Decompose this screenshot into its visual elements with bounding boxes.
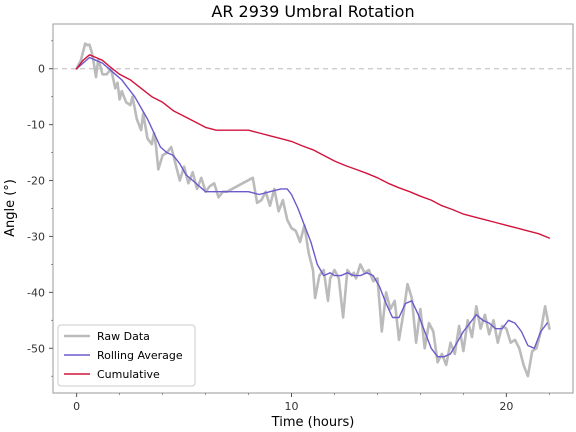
y-axis-label: Angle (°) — [3, 179, 18, 237]
legend: Raw Data Rolling Average Cumulative — [57, 324, 196, 387]
y-axis: 0 -10 -20 -30 -40 -50 — [27, 40, 53, 377]
x-tick-label: 20 — [499, 400, 513, 413]
legend-box — [57, 324, 196, 387]
legend-label-rolling-average: Rolling Average — [97, 349, 183, 362]
x-tick-label: 0 — [73, 400, 80, 413]
y-tick-label: -10 — [27, 119, 45, 132]
x-tick-label: 10 — [285, 400, 299, 413]
y-tick-label: 0 — [38, 63, 45, 76]
x-axis-label: Time (hours) — [271, 415, 355, 430]
series-line-cumulative — [75, 54, 551, 239]
series-line-raw-data — [75, 42, 551, 378]
legend-label-raw-data: Raw Data — [97, 330, 150, 343]
y-tick-label: -20 — [27, 175, 45, 188]
chart-title: AR 2939 Umbral Rotation — [211, 2, 414, 21]
legend-label-cumulative: Cumulative — [97, 368, 160, 381]
series-layer — [75, 42, 551, 378]
x-axis: 0 10 20 — [73, 393, 550, 413]
y-tick-label: -50 — [27, 342, 45, 355]
series-line-rolling-average — [75, 56, 548, 358]
y-tick-label: -30 — [27, 230, 45, 243]
y-tick-label: -40 — [27, 286, 45, 299]
